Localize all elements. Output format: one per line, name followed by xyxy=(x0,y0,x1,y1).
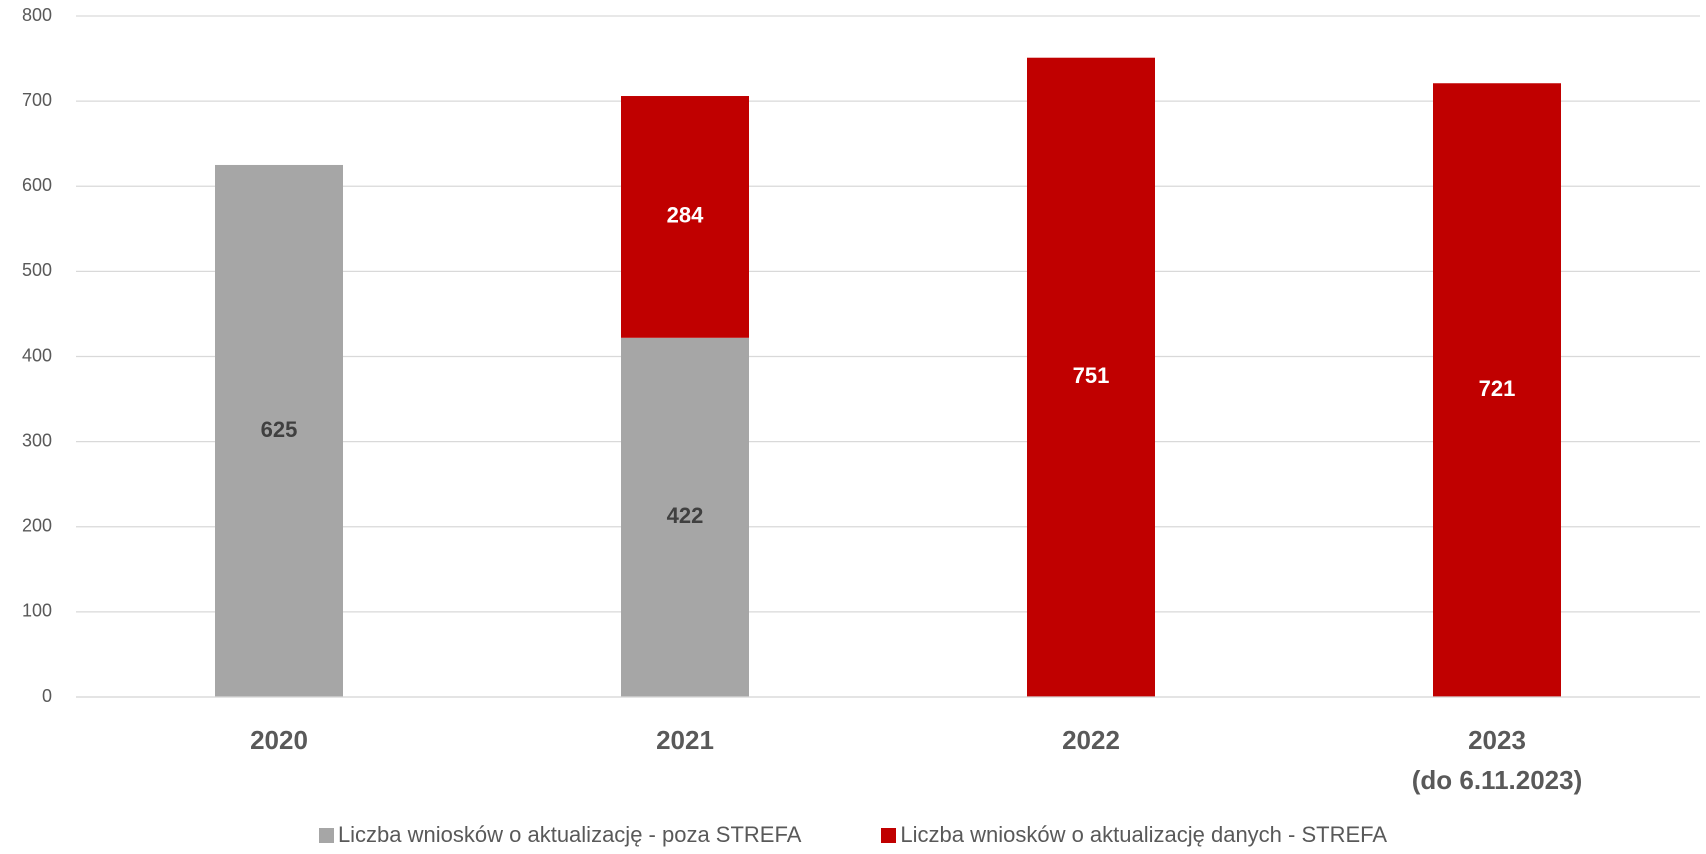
y-tick-label: 600 xyxy=(22,175,52,195)
x-tick-label: 2021 xyxy=(656,725,714,755)
legend-item: Liczba wniosków o aktualizację - poza ST… xyxy=(318,822,802,848)
legend: Liczba wniosków o aktualizację - poza ST… xyxy=(0,822,1706,848)
x-tick-label: 2022 xyxy=(1062,725,1120,755)
y-tick-label: 0 xyxy=(42,686,52,706)
y-tick-label: 200 xyxy=(22,516,52,536)
bar-segment xyxy=(1433,83,1561,697)
y-tick-label: 500 xyxy=(22,260,52,280)
data-label: 284 xyxy=(667,203,704,228)
y-tick-label: 400 xyxy=(22,345,52,365)
bar-segment xyxy=(1027,57,1155,698)
y-tick-label: 800 xyxy=(22,5,52,25)
data-label: 625 xyxy=(261,417,298,442)
legend-item: Liczba wniosków o aktualizację danych - … xyxy=(881,822,1387,848)
y-tick-label: 100 xyxy=(22,601,52,621)
y-tick-label: 700 xyxy=(22,90,52,110)
data-label: 751 xyxy=(1073,363,1110,388)
bar-segment xyxy=(621,337,749,697)
y-tick-label: 300 xyxy=(22,430,52,450)
data-label: 422 xyxy=(667,503,704,528)
x-tick-label: 2023 (do 6.11.2023) xyxy=(1411,725,1583,795)
data-label: 721 xyxy=(1479,376,1516,401)
legend-swatch xyxy=(318,827,334,843)
x-tick-label: 2020 xyxy=(250,725,308,755)
legend-label: Liczba wniosków o aktualizację - poza ST… xyxy=(337,822,802,847)
bar-segment xyxy=(215,164,343,697)
legend-swatch xyxy=(881,827,897,843)
bar-segment xyxy=(621,96,749,338)
legend-label: Liczba wniosków o aktualizację danych - … xyxy=(900,822,1388,847)
